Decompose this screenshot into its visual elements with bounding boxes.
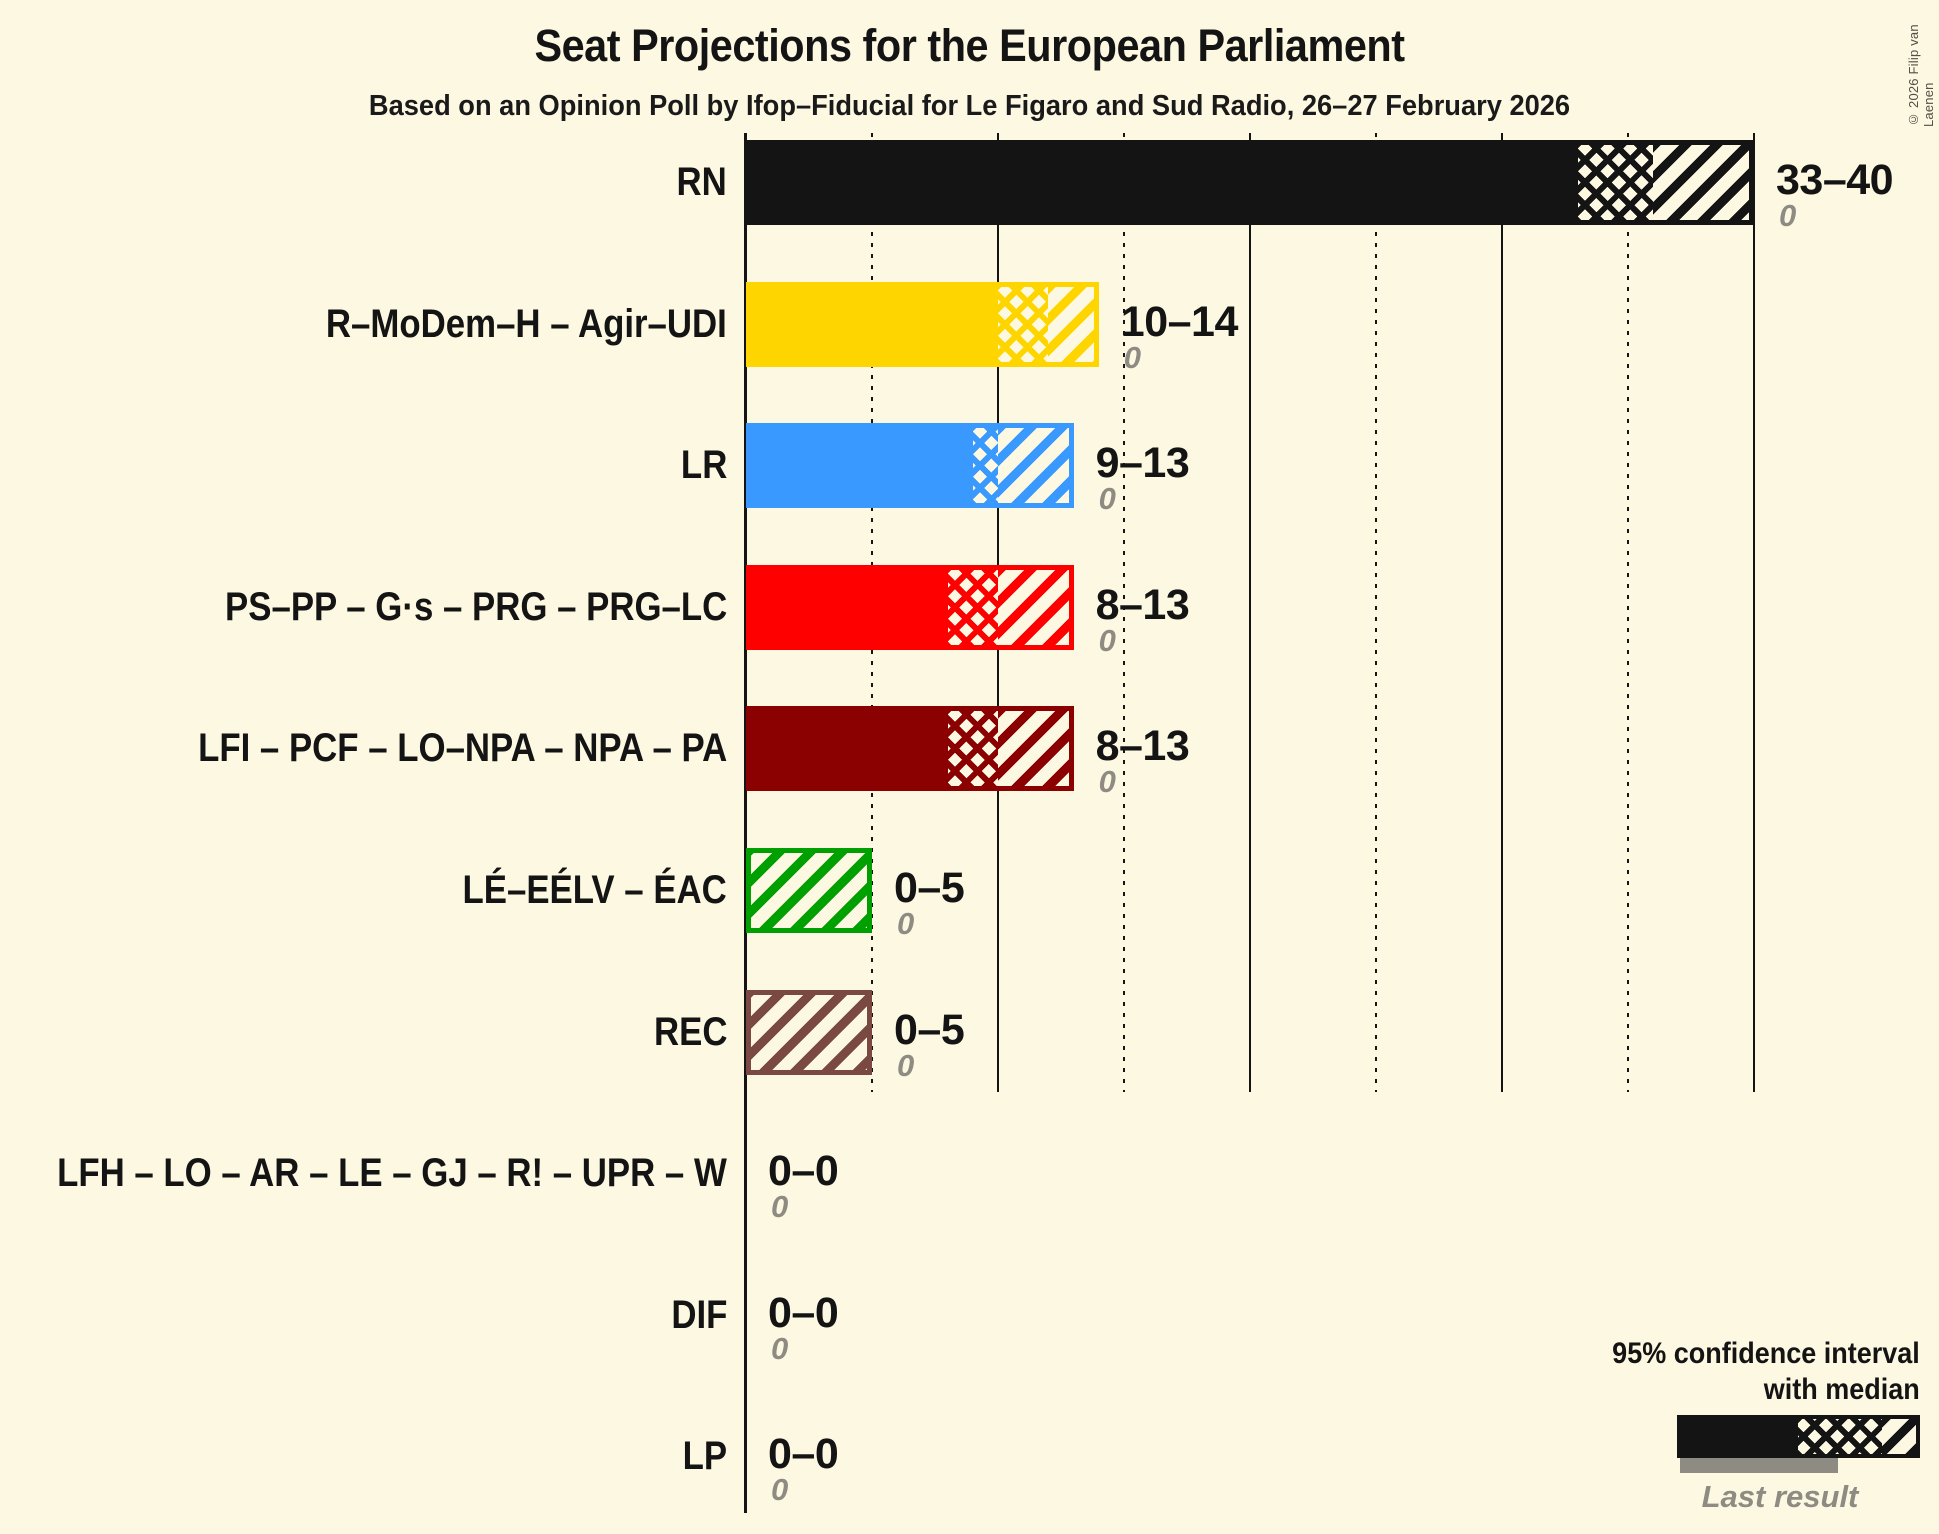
legend-last-result-bar	[1680, 1458, 1838, 1473]
seat-bar	[746, 564, 1074, 650]
seat-bar	[746, 706, 1074, 792]
legend-ci-line2: with median	[1763, 1373, 1920, 1406]
ci-range-label: 10–14	[1120, 297, 1239, 346]
bar-diagonal-section	[1653, 140, 1754, 225]
ci-range-label: 8–13	[1095, 580, 1190, 629]
bar-diagonal-section	[998, 564, 1074, 650]
party-label: LR	[680, 443, 727, 488]
party-label: REC	[653, 1009, 727, 1054]
party-label-row: PS–PP – G·s – PRG – PRG–LC	[0, 565, 727, 650]
bar-diagonal-section	[998, 423, 1074, 509]
party-label-row: LÉ–EÉLV – ÉAC	[0, 848, 727, 933]
party-label: DIF	[670, 1292, 727, 1337]
party-label: LFI – PCF – LO–NPA – NPA – PA	[197, 726, 727, 771]
bar-diagonal-section	[746, 989, 872, 1075]
bar-solid-section	[746, 564, 948, 650]
gridline-dotted	[1375, 133, 1377, 1092]
bar-solid-section	[746, 140, 1578, 225]
party-label: LÉ–EÉLV – ÉAC	[462, 868, 727, 912]
bar-diagonal-section	[1048, 281, 1099, 367]
party-label-row: REC	[0, 990, 727, 1075]
page-subtitle: Based on an Opinion Poll by Ifop–Fiducia…	[368, 90, 1571, 122]
ci-range-label: 0–0	[768, 1147, 839, 1196]
last-result-value: 0	[1123, 339, 1142, 375]
page-title: Seat Projections for the European Parlia…	[534, 20, 1405, 71]
bar-crosshatch-section	[972, 423, 998, 509]
party-label: PS–PP – G·s – PRG – PRG–LC	[224, 584, 727, 629]
last-result-value: 0	[1779, 198, 1797, 233]
last-result-value: 0	[1098, 764, 1116, 800]
bar-crosshatch-section	[947, 706, 998, 792]
bar-solid-section	[746, 706, 948, 792]
gridline-solid	[1249, 133, 1251, 1092]
ci-range-label: 33–40	[1776, 156, 1894, 204]
legend-diagonal-section	[1882, 1415, 1920, 1458]
bar-crosshatch-section	[1577, 140, 1654, 225]
y-axis	[744, 133, 747, 1513]
bar-solid-section	[746, 281, 998, 367]
seat-bar	[746, 140, 1754, 225]
legend-solid-section	[1677, 1415, 1798, 1458]
party-label: R–MoDem–H – Agir–UDI	[326, 301, 727, 346]
bar-crosshatch-section	[947, 564, 998, 650]
party-label-row: RN	[0, 140, 727, 225]
ci-range-label: 9–13	[1095, 439, 1190, 488]
last-result-value: 0	[771, 1189, 789, 1225]
ci-range-label: 0–5	[894, 864, 965, 912]
gridline-solid	[1753, 133, 1755, 1092]
legend-last-result-label: Last result	[1701, 1479, 1859, 1514]
bar-outline	[746, 281, 1099, 367]
gridline-dotted	[1123, 133, 1125, 1092]
bar-diagonal-section	[998, 706, 1074, 792]
seat-bar	[746, 848, 872, 933]
party-label-row: LR	[0, 423, 727, 508]
last-result-value: 0	[771, 1472, 789, 1508]
legend-bar-outline	[1677, 1415, 1920, 1458]
bar-outline	[746, 140, 1754, 225]
bar-crosshatch-section	[998, 281, 1049, 367]
legend-crosshatch-section	[1798, 1415, 1882, 1458]
party-label-row: DIF	[0, 1273, 727, 1358]
party-label-row: LFI – PCF – LO–NPA – NPA – PA	[0, 706, 727, 791]
legend-ci-text: 95% confidence interval with median	[1612, 1336, 1920, 1408]
gridline-dotted	[1627, 133, 1629, 1092]
seat-bar	[746, 423, 1074, 509]
legend-sample-bar	[1677, 1415, 1920, 1458]
party-label-row: LFH – LO – AR – LE – GJ – R! – UPR – W	[0, 1131, 727, 1216]
bar-outline	[746, 848, 872, 933]
seat-bar	[746, 281, 1099, 367]
party-label: LP	[682, 1434, 727, 1479]
ci-range-label: 0–0	[768, 1430, 839, 1479]
last-result-value: 0	[1098, 622, 1116, 658]
party-label-row: LP	[0, 1414, 727, 1499]
last-result-value: 0	[897, 1047, 915, 1083]
gridline-solid	[1501, 133, 1503, 1092]
ci-range-label: 0–0	[768, 1288, 839, 1337]
bar-outline	[746, 423, 1074, 509]
party-label-row: R–MoDem–H – Agir–UDI	[0, 282, 727, 367]
party-label: RN	[676, 160, 727, 204]
bar-outline	[746, 989, 872, 1075]
legend-ci-line1: 95% confidence interval	[1612, 1337, 1920, 1370]
bar-outline	[746, 706, 1074, 792]
last-result-value: 0	[897, 906, 915, 941]
last-result-value: 0	[1098, 481, 1116, 517]
ci-range-label: 8–13	[1095, 722, 1190, 771]
last-result-value: 0	[771, 1330, 789, 1366]
seat-bar	[746, 989, 872, 1075]
ci-range-label: 0–5	[894, 1005, 965, 1054]
bar-outline	[746, 564, 1074, 650]
bar-solid-section	[746, 423, 973, 509]
bar-diagonal-section	[746, 848, 872, 933]
party-label: LFH – LO – AR – LE – GJ – R! – UPR – W	[57, 1151, 727, 1196]
